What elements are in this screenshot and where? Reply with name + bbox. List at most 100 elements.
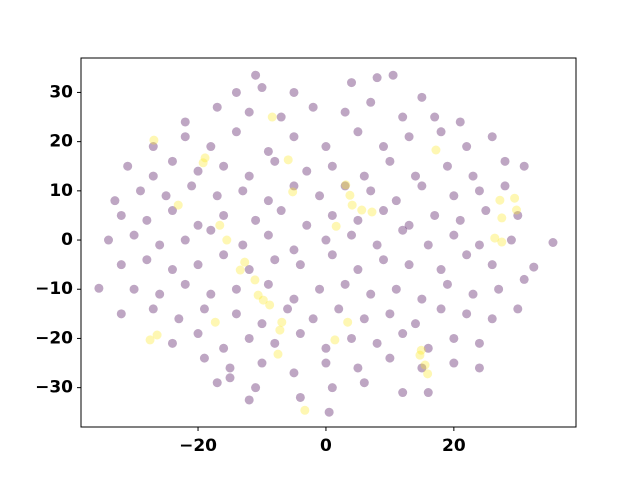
point	[145, 335, 155, 345]
point	[116, 260, 126, 270]
point	[173, 200, 183, 210]
point	[416, 345, 426, 355]
point	[347, 78, 357, 88]
point	[513, 210, 523, 220]
point	[129, 284, 139, 294]
point	[398, 112, 408, 122]
point	[219, 343, 229, 353]
point	[275, 325, 285, 335]
point	[321, 235, 331, 245]
point	[417, 92, 427, 102]
point	[148, 171, 158, 181]
point	[436, 127, 446, 137]
x-tick-label: 20	[442, 436, 466, 456]
point	[263, 279, 273, 289]
point	[442, 161, 452, 171]
point	[353, 127, 363, 137]
point	[391, 196, 401, 206]
point	[455, 215, 465, 225]
point	[474, 186, 484, 196]
point	[212, 378, 222, 388]
point	[340, 181, 350, 191]
point	[295, 329, 305, 339]
point	[116, 210, 126, 220]
point	[116, 309, 126, 319]
point	[167, 338, 177, 348]
point	[231, 127, 241, 137]
point	[423, 388, 433, 398]
point	[180, 132, 190, 142]
point	[193, 329, 203, 339]
point	[372, 240, 382, 250]
point	[497, 237, 507, 247]
point	[198, 158, 208, 168]
point	[219, 161, 229, 171]
point	[347, 333, 357, 343]
point	[167, 156, 177, 166]
point	[548, 238, 558, 247]
point	[276, 112, 286, 122]
plot-frame	[80, 57, 577, 428]
point	[327, 210, 337, 220]
point	[104, 235, 113, 245]
point	[174, 314, 184, 324]
point	[129, 230, 139, 240]
y-tick-label: −30	[35, 378, 73, 398]
point	[276, 206, 286, 216]
point	[353, 265, 363, 275]
point	[270, 156, 280, 166]
point	[206, 142, 216, 152]
point	[253, 290, 263, 300]
point	[357, 205, 367, 215]
point	[302, 166, 312, 176]
point	[404, 132, 414, 142]
point	[267, 112, 277, 122]
point	[513, 304, 523, 314]
point	[321, 358, 331, 368]
point	[238, 240, 248, 250]
point	[289, 368, 299, 378]
point	[142, 255, 152, 265]
point	[506, 235, 516, 245]
point	[340, 279, 350, 289]
point	[347, 200, 357, 210]
point	[481, 206, 491, 216]
point	[487, 260, 497, 270]
point	[366, 97, 376, 107]
point	[321, 142, 331, 152]
point	[206, 289, 216, 299]
point	[398, 225, 408, 235]
point	[300, 405, 310, 415]
point	[235, 265, 245, 275]
point	[302, 220, 312, 230]
point	[529, 262, 539, 272]
point	[210, 317, 220, 327]
point	[142, 215, 152, 225]
point	[110, 196, 120, 206]
point	[379, 206, 388, 216]
point	[340, 107, 350, 117]
point	[455, 117, 465, 127]
point	[398, 388, 408, 398]
point	[474, 363, 484, 373]
point	[155, 289, 165, 299]
point	[327, 161, 337, 171]
point	[238, 186, 248, 196]
point	[385, 309, 395, 319]
point	[289, 294, 299, 304]
point	[410, 171, 420, 181]
point	[283, 155, 293, 165]
point	[283, 304, 293, 314]
point	[359, 171, 369, 181]
point	[161, 191, 171, 201]
point	[379, 255, 388, 265]
point	[289, 181, 299, 191]
point	[420, 360, 430, 370]
point	[244, 265, 254, 275]
point	[94, 283, 104, 293]
point	[289, 132, 299, 142]
point	[199, 304, 209, 314]
point	[474, 240, 484, 250]
point	[231, 309, 241, 319]
